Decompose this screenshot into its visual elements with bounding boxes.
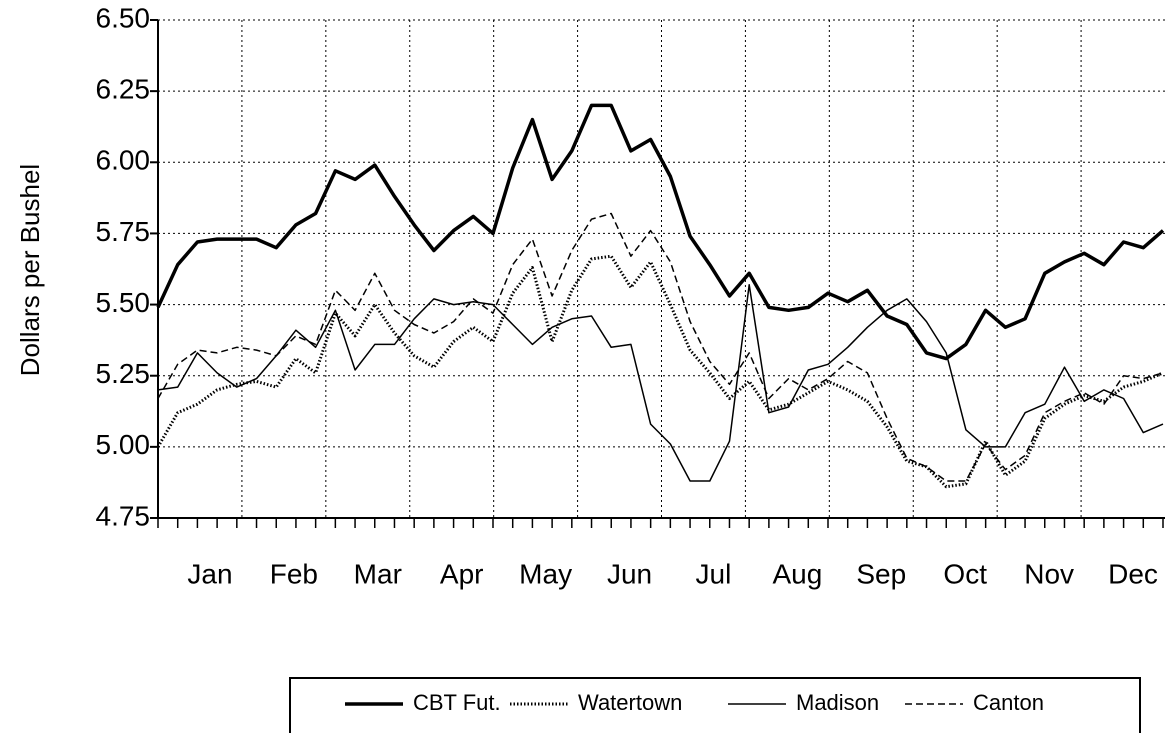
x-tick-label: Jan — [187, 558, 232, 589]
legend-label: Madison — [796, 690, 879, 715]
y-tick-label: 5.75 — [96, 216, 151, 247]
series-line — [157, 283, 1164, 482]
y-tick-label: 5.50 — [96, 287, 151, 318]
y-tick-label: 5.00 — [96, 429, 151, 460]
x-tick-label: Dec — [1108, 558, 1158, 589]
y-tick-label: 4.75 — [96, 500, 151, 531]
series-line — [156, 103, 1165, 361]
x-tick-label: Jul — [696, 558, 732, 589]
x-tick-label: Mar — [354, 558, 402, 589]
legend-label: CBT Fut. — [413, 690, 501, 715]
x-tick-label: Sep — [856, 558, 906, 589]
x-tick-label: Apr — [440, 558, 484, 589]
series-line — [157, 212, 1164, 482]
series-line — [156, 254, 1164, 489]
x-tick-label: Nov — [1024, 558, 1074, 589]
y-tick-label: 6.00 — [96, 145, 151, 176]
x-tick-label: Feb — [270, 558, 318, 589]
y-axis-title: Dollars per Bushel — [15, 164, 45, 376]
x-tick-label: Jun — [607, 558, 652, 589]
x-tick-label: May — [519, 558, 572, 589]
x-tick-label: Aug — [772, 558, 822, 589]
x-tick-label: Oct — [943, 558, 987, 589]
y-tick-label: 6.25 — [96, 74, 151, 105]
y-tick-label: 5.25 — [96, 358, 151, 389]
legend-label: Watertown — [578, 690, 682, 715]
legend-label: Canton — [973, 690, 1044, 715]
legend-box — [289, 677, 1141, 733]
y-tick-label: 6.50 — [96, 2, 151, 33]
